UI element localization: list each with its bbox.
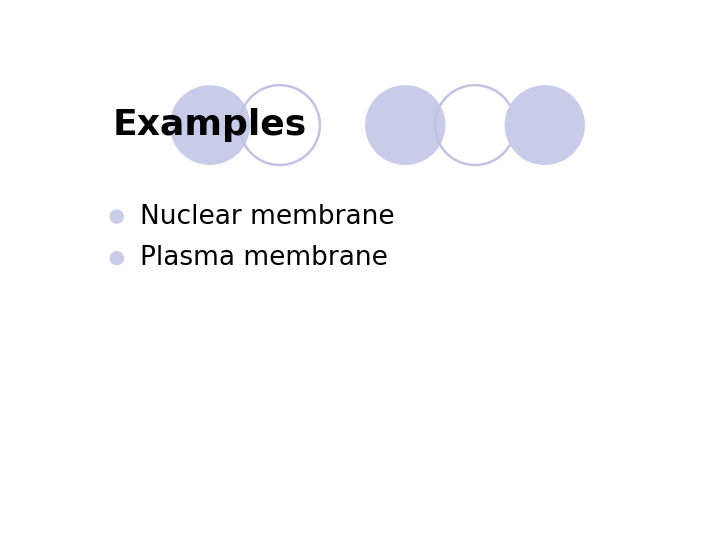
Ellipse shape xyxy=(109,210,124,224)
Ellipse shape xyxy=(505,85,585,165)
Ellipse shape xyxy=(365,85,446,165)
Text: Plasma membrane: Plasma membrane xyxy=(140,245,388,271)
Ellipse shape xyxy=(170,85,250,165)
Text: Examples: Examples xyxy=(112,108,307,142)
Text: Nuclear membrane: Nuclear membrane xyxy=(140,204,395,230)
Ellipse shape xyxy=(109,251,124,265)
